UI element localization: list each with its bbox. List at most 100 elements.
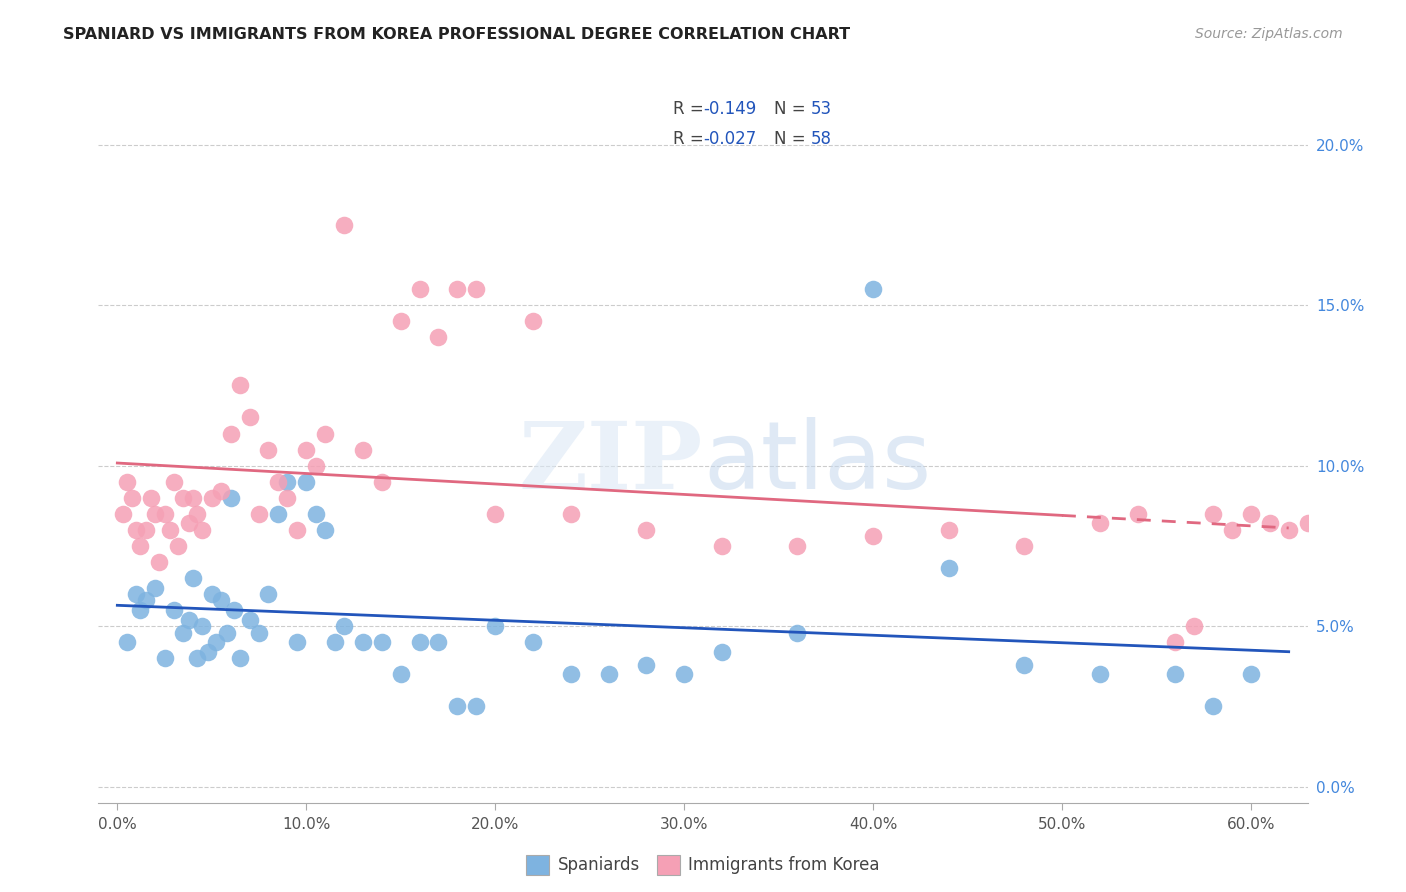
Point: [111, 507, 134, 521]
Point: [143, 507, 166, 521]
Text: -0.027: -0.027: [704, 130, 756, 148]
Point: [598, 667, 620, 681]
Point: [862, 529, 884, 543]
Point: [186, 651, 208, 665]
Text: R =: R =: [673, 130, 709, 148]
Legend: Spaniards, Immigrants from Korea: Spaniards, Immigrants from Korea: [519, 848, 887, 881]
Point: [427, 330, 450, 344]
Point: [219, 491, 242, 505]
Point: [276, 475, 298, 489]
Point: [1278, 523, 1301, 537]
Point: [389, 667, 412, 681]
Text: N =: N =: [773, 130, 811, 148]
Point: [710, 645, 733, 659]
Point: [148, 555, 170, 569]
Point: [285, 635, 308, 649]
Point: [446, 282, 468, 296]
Point: [636, 657, 658, 672]
Point: [1240, 507, 1263, 521]
Point: [522, 314, 544, 328]
Point: [1012, 539, 1035, 553]
Point: [186, 507, 208, 521]
Point: [201, 491, 224, 505]
Point: [938, 561, 960, 575]
Point: [115, 635, 138, 649]
Point: [229, 651, 252, 665]
Point: [247, 625, 270, 640]
Point: [560, 507, 582, 521]
Point: [276, 491, 298, 505]
Point: [135, 593, 157, 607]
Point: [129, 603, 152, 617]
Point: [141, 491, 163, 505]
Text: Source: ZipAtlas.com: Source: ZipAtlas.com: [1195, 27, 1343, 41]
Point: [1202, 699, 1225, 714]
Point: [247, 507, 270, 521]
Point: [257, 442, 280, 457]
Text: -0.149: -0.149: [704, 100, 756, 118]
Point: [181, 571, 204, 585]
Point: [257, 587, 280, 601]
Text: N =: N =: [773, 100, 811, 118]
Point: [465, 282, 488, 296]
Point: [1126, 507, 1149, 521]
Point: [115, 475, 138, 489]
Point: [427, 635, 450, 649]
Point: [314, 426, 336, 441]
Point: [560, 667, 582, 681]
Point: [215, 625, 238, 640]
Point: [267, 507, 290, 521]
Point: [295, 475, 318, 489]
Point: [295, 442, 318, 457]
Point: [484, 619, 506, 633]
Point: [1220, 523, 1243, 537]
Point: [314, 523, 336, 537]
Point: [323, 635, 346, 649]
Point: [484, 507, 506, 521]
Point: [172, 625, 194, 640]
Text: 53: 53: [810, 100, 832, 118]
Point: [408, 635, 430, 649]
Point: [1088, 516, 1111, 531]
Point: [209, 484, 232, 499]
Point: [153, 651, 176, 665]
Point: [389, 314, 412, 328]
Point: [239, 410, 262, 425]
Point: [333, 218, 356, 232]
Text: SPANIARD VS IMMIGRANTS FROM KOREA PROFESSIONAL DEGREE CORRELATION CHART: SPANIARD VS IMMIGRANTS FROM KOREA PROFES…: [63, 27, 851, 42]
Point: [1012, 657, 1035, 672]
Point: [285, 523, 308, 537]
Point: [201, 587, 224, 601]
Point: [163, 475, 186, 489]
Point: [352, 635, 374, 649]
Point: [408, 282, 430, 296]
Point: [446, 699, 468, 714]
Point: [166, 539, 188, 553]
Point: [862, 282, 884, 296]
Point: [204, 635, 226, 649]
Point: [143, 581, 166, 595]
Point: [305, 507, 328, 521]
Point: [121, 491, 143, 505]
Point: [673, 667, 696, 681]
Point: [1240, 667, 1263, 681]
Point: [786, 539, 808, 553]
Point: [135, 523, 157, 537]
Point: [1164, 667, 1187, 681]
Point: [267, 475, 290, 489]
Point: [1182, 619, 1205, 633]
Point: [224, 603, 246, 617]
Point: [1164, 635, 1187, 649]
Point: [786, 625, 808, 640]
Point: [125, 523, 148, 537]
Point: [710, 539, 733, 553]
Point: [239, 613, 262, 627]
Point: [1088, 667, 1111, 681]
Point: [163, 603, 186, 617]
Point: [129, 539, 152, 553]
Point: [191, 619, 214, 633]
Text: 58: 58: [810, 130, 831, 148]
Point: [1296, 516, 1319, 531]
Text: R =: R =: [673, 100, 709, 118]
Point: [181, 491, 204, 505]
